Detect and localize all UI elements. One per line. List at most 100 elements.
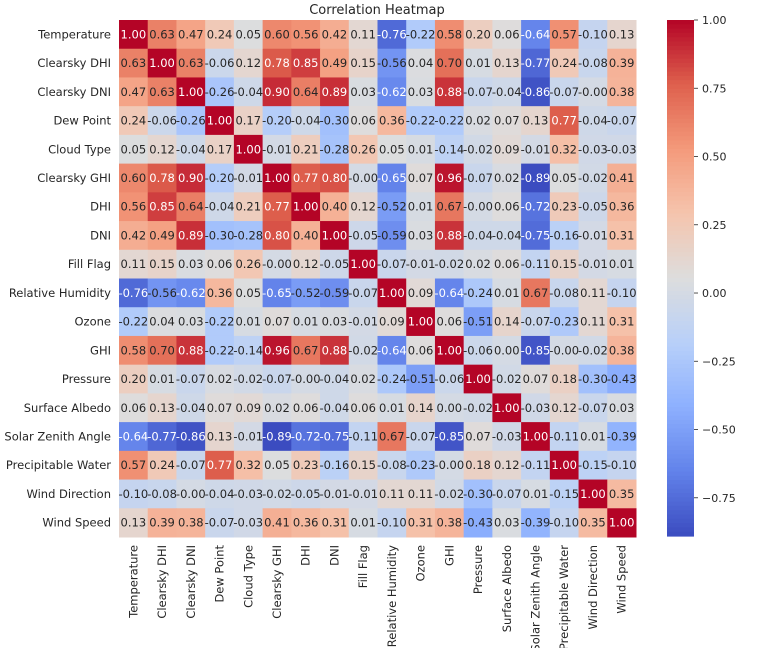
colorbar-segment xyxy=(667,475,694,481)
cell-value-label: -0.05 xyxy=(578,200,608,214)
heatmap-cell xyxy=(578,106,608,136)
cell-value-label: -0.20 xyxy=(205,171,235,185)
heatmap-cell xyxy=(119,422,149,452)
cell-value-label: 0.26 xyxy=(235,257,261,271)
colorbar-tick-label: −0.75 xyxy=(702,492,736,505)
cell-value-label: -0.04 xyxy=(233,85,263,99)
cell-value-label: 0.02 xyxy=(350,372,376,386)
heatmap-cell xyxy=(578,192,608,222)
colorbar-segment xyxy=(667,325,694,331)
cell-value-label: 0.67 xyxy=(437,200,463,214)
heatmap-cell xyxy=(176,335,206,366)
heatmap-cell xyxy=(147,163,177,193)
colorbar-segment xyxy=(667,114,694,120)
colorbar-segment xyxy=(667,196,694,202)
heatmap-cell xyxy=(578,221,608,251)
cell-value-label: -0.10 xyxy=(607,458,637,472)
heatmap-cell xyxy=(377,163,407,193)
row-tick-label: Wind Direction xyxy=(26,487,111,501)
heatmap-cell xyxy=(463,20,493,50)
heatmap-cell xyxy=(147,221,177,251)
cell-value-label: 0.00 xyxy=(437,401,463,415)
heatmap-cell xyxy=(463,278,493,308)
heatmap-cell xyxy=(291,134,321,165)
cell-value-label: -0.22 xyxy=(406,114,436,128)
colorbar-segment xyxy=(667,235,694,240)
cell-value-label: -0.02 xyxy=(578,343,608,357)
cell-value-label: -0.11 xyxy=(348,429,378,443)
chart-title: Correlation Heatmap xyxy=(309,3,445,18)
cell-value-label: 0.38 xyxy=(609,85,635,99)
cell-value-label: 0.31 xyxy=(408,516,434,530)
heatmap-cell xyxy=(320,163,350,193)
colorbar-segment xyxy=(667,376,694,382)
heatmap-cell xyxy=(205,163,235,193)
cell-value-label: 0.58 xyxy=(437,27,463,41)
cell-value-label: -0.08 xyxy=(147,487,177,501)
heatmap-cell xyxy=(320,20,350,50)
cell-value-label: -0.00 xyxy=(434,458,464,472)
colorbar-segment xyxy=(667,204,694,210)
cell-value-label: 0.01 xyxy=(523,487,549,501)
heatmap-cell xyxy=(176,422,206,452)
heatmap-cell xyxy=(320,335,350,366)
cell-value-label: -0.30 xyxy=(320,114,350,128)
cell-value-label: 0.17 xyxy=(207,142,233,156)
heatmap-cell xyxy=(406,393,436,423)
cell-value-label: -0.07 xyxy=(176,372,206,386)
cell-value-label: -0.30 xyxy=(205,228,235,242)
cell-value-label: -0.52 xyxy=(377,200,407,214)
cell-value-label: 0.13 xyxy=(149,401,175,415)
heatmap-cell xyxy=(578,20,608,50)
cell-value-label: -0.01 xyxy=(521,142,551,156)
cell-value-label: 0.58 xyxy=(121,343,147,357)
colorbar-segment xyxy=(667,359,694,365)
cell-value-label: 1.00 xyxy=(149,56,175,70)
heatmap-cell xyxy=(492,393,522,423)
colorbar-segment xyxy=(667,312,694,318)
colorbar-segment xyxy=(667,265,694,270)
colorbar-segment xyxy=(667,200,694,206)
cell-value-label: 0.24 xyxy=(551,56,577,70)
heatmap-cell xyxy=(147,364,177,394)
colorbar-segment xyxy=(667,161,694,167)
cell-value-label: -0.89 xyxy=(521,171,551,185)
heatmap-cell xyxy=(262,134,292,165)
cell-value-label: 0.41 xyxy=(264,516,290,530)
cell-value-label: -0.14 xyxy=(434,142,464,156)
cell-value-label: 1.00 xyxy=(293,200,319,214)
heatmap-cell xyxy=(377,307,407,337)
heatmap-cell xyxy=(119,134,149,165)
heatmap-cell xyxy=(119,163,149,193)
cell-value-label: 0.03 xyxy=(178,257,204,271)
colorbar-segment xyxy=(667,84,694,90)
heatmap-cell xyxy=(607,163,637,193)
cell-value-label: -0.10 xyxy=(377,516,407,530)
row-tick-label: DNI xyxy=(90,228,111,242)
cell-value-label: 0.24 xyxy=(121,114,147,128)
cell-value-label: -0.76 xyxy=(377,27,407,41)
cell-value-label: 0.03 xyxy=(609,401,635,415)
cell-value-label: -0.03 xyxy=(233,487,263,501)
heatmap-cell xyxy=(377,335,407,366)
cell-value-label: -0.06 xyxy=(463,343,493,357)
cell-value-label: -0.65 xyxy=(377,171,407,185)
heatmap-cell xyxy=(119,450,149,481)
colorbar-segment xyxy=(667,192,694,197)
cell-value-label: 0.40 xyxy=(293,228,319,242)
heatmap-cell xyxy=(348,508,378,538)
heatmap-cell xyxy=(233,450,264,481)
row-tick-label: Cloud Type xyxy=(48,142,111,156)
heatmap-cell xyxy=(262,479,292,509)
heatmap-cell xyxy=(463,307,493,337)
cell-value-label: 0.06 xyxy=(121,401,147,415)
cell-value-label: -0.00 xyxy=(348,171,378,185)
colorbar-segment xyxy=(667,484,694,490)
heatmap-cell xyxy=(262,77,292,107)
colorbar-segment xyxy=(667,346,694,352)
heatmap-cell xyxy=(463,450,493,481)
heatmap-cell xyxy=(377,106,407,136)
heatmap-cell xyxy=(205,221,235,251)
heatmap-cell xyxy=(147,249,177,279)
cell-value-label: 0.63 xyxy=(121,56,147,70)
